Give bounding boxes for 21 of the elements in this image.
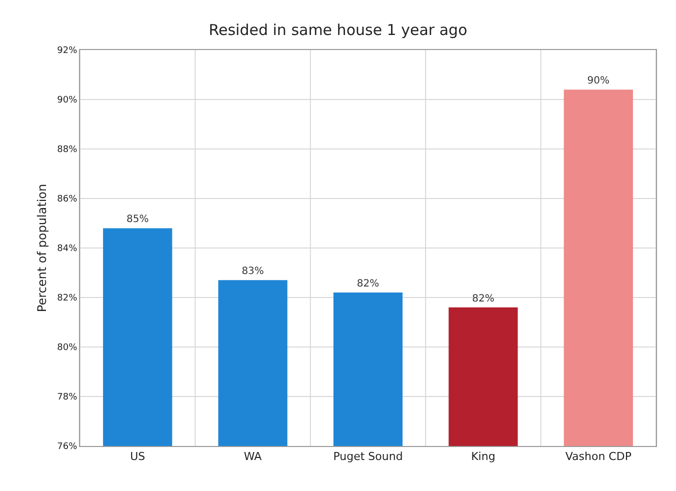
y-tick-label: 80% <box>57 343 78 354</box>
x-tick-label: US <box>130 450 146 464</box>
x-tick-label: WA <box>244 450 262 464</box>
data-label: 85% <box>126 214 149 226</box>
data-label: 83% <box>242 266 264 278</box>
x-tick-label: King <box>471 450 496 464</box>
y-axis-title: Percent of population <box>35 184 49 312</box>
y-tick-label: 92% <box>57 46 78 56</box>
chart-title: Resided in same house 1 year ago <box>208 21 468 40</box>
data-label: 82% <box>356 278 380 290</box>
y-tick-label: 82% <box>57 294 78 304</box>
x-tick-label: Puget Sound <box>333 450 403 464</box>
data-label: 90% <box>587 76 610 87</box>
y-tick-label: 86% <box>57 194 78 205</box>
y-tick-label: 90% <box>57 96 78 106</box>
y-tick-label: 84% <box>57 244 78 254</box>
x-tick-label: Vashon CDP <box>565 450 632 464</box>
data-label: 82% <box>472 293 494 304</box>
y-tick-label: 88% <box>57 145 78 156</box>
y-tick-label: 76% <box>57 442 78 452</box>
y-tick-label: 78% <box>57 392 78 403</box>
